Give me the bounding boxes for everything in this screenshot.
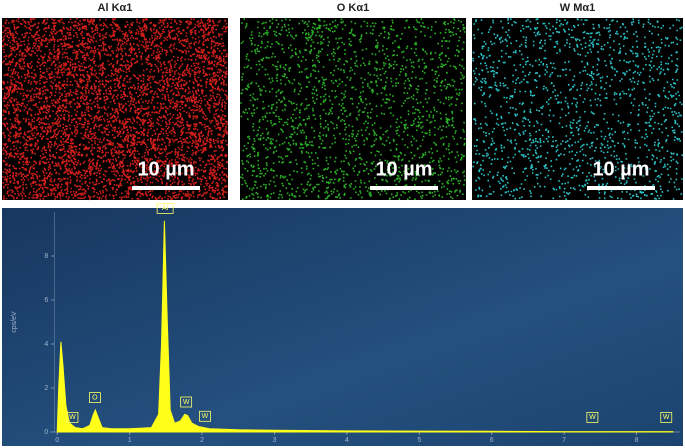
x-tick-label: 4: [345, 437, 349, 444]
spectrum-area: [56, 220, 674, 433]
peak-label: W: [69, 414, 76, 421]
peak-label-box: [660, 411, 673, 423]
peak-label: O: [92, 394, 98, 401]
x-tick-label: 6: [490, 437, 494, 444]
peak-label: W: [663, 414, 670, 421]
peak-label-box: [586, 411, 599, 423]
scale-bar-label: 10 µm: [592, 158, 649, 180]
peak-label-box: [88, 392, 101, 404]
x-tick-label: 3: [273, 437, 277, 444]
map-title: W Mα1: [560, 2, 595, 14]
peak-label: W: [183, 399, 190, 406]
x-tick-label: 7: [562, 437, 566, 444]
map-dots: [240, 18, 466, 201]
map-background: [240, 18, 466, 200]
peak-label-box: [66, 411, 79, 423]
peak-label-box: [156, 202, 174, 214]
y-tick-label: 6: [44, 297, 48, 304]
y-tick-label: 0: [44, 429, 48, 436]
x-tick-label: 5: [417, 437, 421, 444]
scale-bar-label: 10 µm: [137, 158, 194, 180]
peak-label-box: [199, 410, 211, 422]
peak-label: W: [589, 414, 596, 421]
y-tick-label: 8: [44, 253, 48, 260]
map-dots: [1, 18, 229, 201]
map-title: O Kα1: [337, 2, 369, 14]
peak-label-box: [180, 396, 193, 408]
y-tick-label: 2: [44, 385, 48, 392]
x-tick-label: 0: [55, 437, 59, 444]
y-tick-label: 4: [44, 341, 48, 348]
spectrum-panel: [2, 208, 683, 446]
map-title: Al Kα1: [98, 2, 133, 14]
map-background: [472, 18, 683, 200]
y-axis-label: cps/eV: [11, 311, 18, 333]
map-dots: [472, 18, 683, 200]
peak-label: W: [202, 413, 209, 420]
scale-bar-label: 10 µm: [375, 158, 432, 180]
x-tick-label: 1: [128, 437, 132, 444]
peak-label: Al: [162, 205, 169, 212]
x-tick-label: 2: [200, 437, 204, 444]
x-tick-label: 8: [635, 437, 639, 444]
